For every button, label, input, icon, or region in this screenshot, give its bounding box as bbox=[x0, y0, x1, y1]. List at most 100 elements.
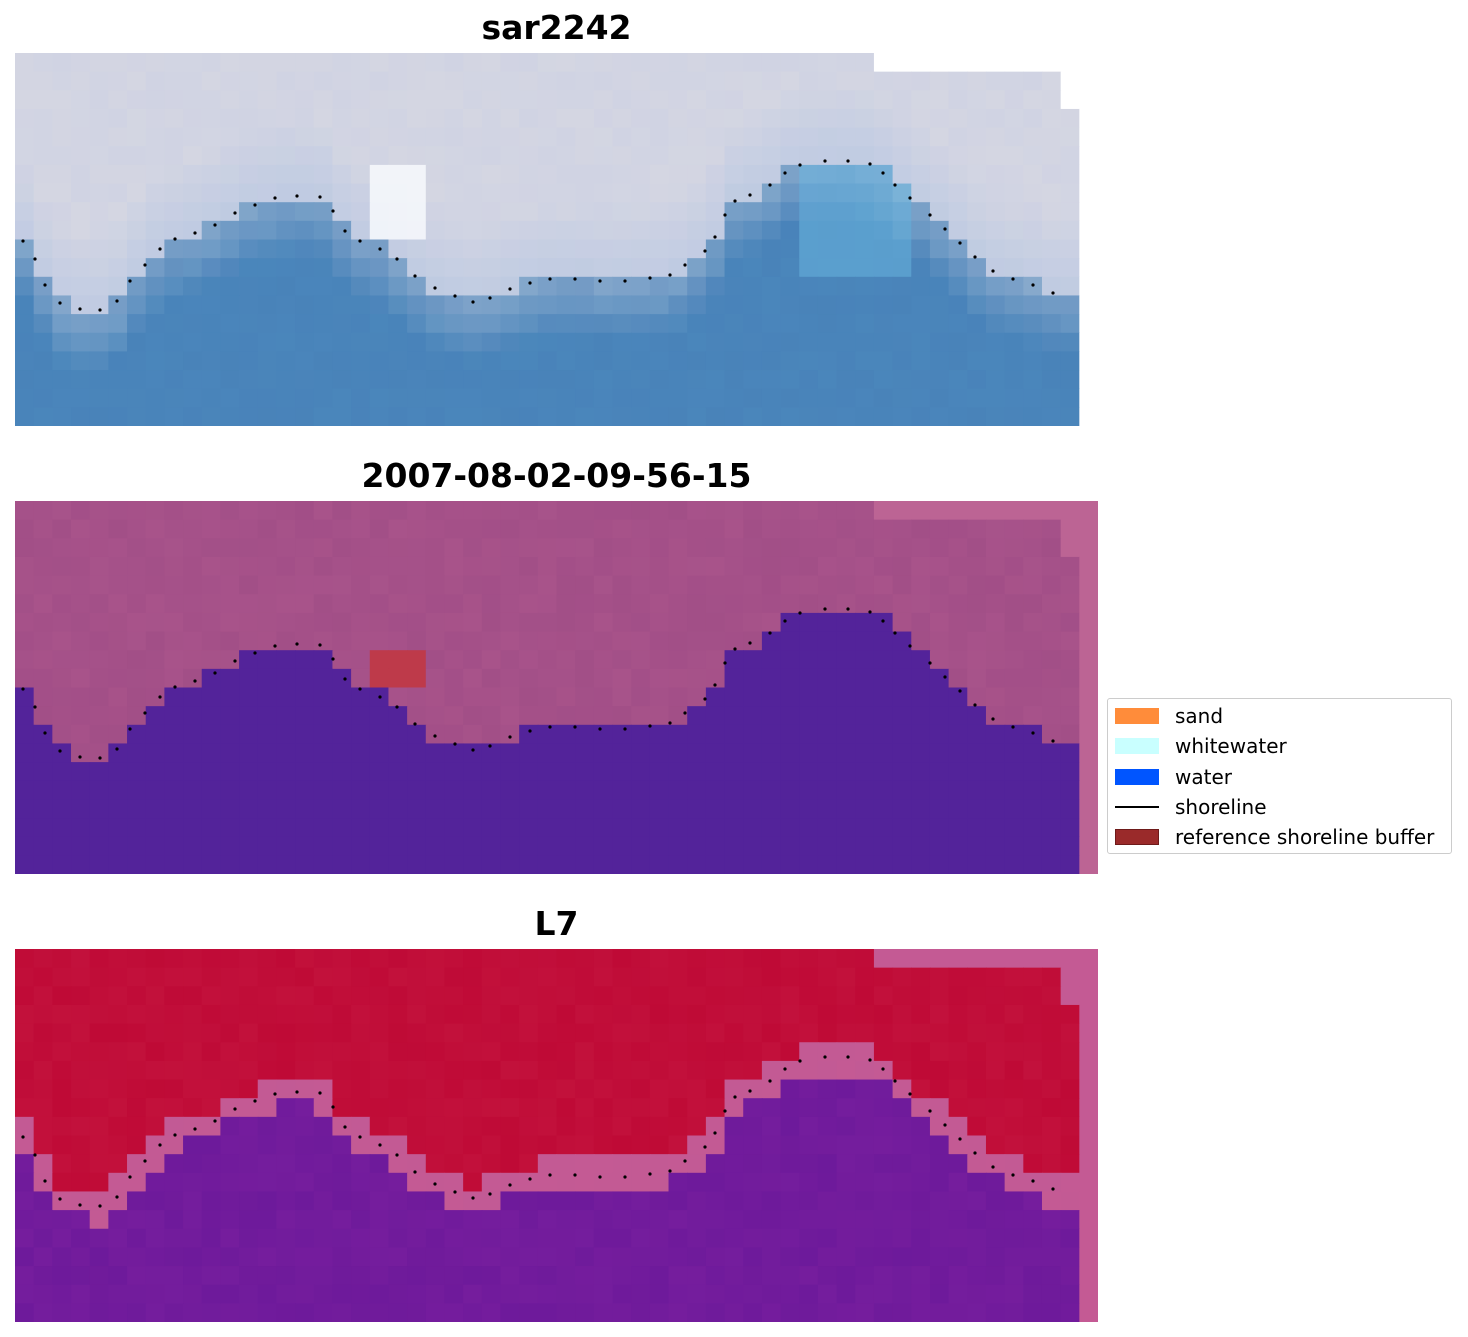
pixel bbox=[593, 53, 614, 73]
pixel bbox=[351, 538, 371, 558]
pixel bbox=[948, 594, 968, 614]
pixel bbox=[201, 1191, 221, 1211]
pixel bbox=[929, 706, 950, 726]
pixel bbox=[52, 949, 72, 969]
pixel bbox=[463, 1116, 483, 1137]
pixel bbox=[332, 1042, 352, 1062]
pixel bbox=[761, 538, 782, 558]
pixel bbox=[612, 594, 632, 614]
pixel bbox=[276, 146, 296, 166]
pixel bbox=[1023, 1303, 1043, 1322]
pixel bbox=[519, 1228, 539, 1248]
pixel bbox=[425, 1284, 446, 1304]
pixel bbox=[481, 53, 502, 73]
pixel bbox=[631, 799, 651, 819]
pixel bbox=[668, 202, 688, 222]
pixel bbox=[687, 1247, 707, 1267]
pixel bbox=[52, 314, 72, 334]
pixel bbox=[1079, 1303, 1098, 1322]
pixel bbox=[948, 314, 968, 334]
pixel bbox=[295, 1303, 315, 1322]
pixel bbox=[425, 631, 446, 651]
pixel bbox=[985, 538, 1006, 558]
pixel bbox=[164, 724, 184, 745]
pixel bbox=[1079, 295, 1098, 315]
pixel bbox=[407, 183, 427, 203]
pixel bbox=[388, 743, 408, 763]
pixel bbox=[649, 575, 670, 595]
pixel bbox=[52, 967, 72, 987]
pixel bbox=[948, 650, 968, 670]
pixel bbox=[724, 164, 744, 185]
pixel bbox=[836, 1266, 856, 1286]
pixel bbox=[724, 836, 744, 856]
pixel bbox=[855, 1210, 875, 1230]
pixel bbox=[71, 724, 91, 745]
pixel bbox=[500, 314, 520, 334]
pixel bbox=[220, 668, 240, 689]
pixel bbox=[780, 53, 800, 73]
pixel bbox=[1041, 1004, 1062, 1025]
pixel bbox=[780, 220, 800, 241]
pixel bbox=[799, 780, 819, 800]
pixel bbox=[351, 370, 371, 390]
pixel bbox=[201, 1023, 221, 1043]
pixel bbox=[948, 1060, 968, 1081]
pixel bbox=[1004, 612, 1024, 633]
pixel bbox=[220, 986, 240, 1006]
pixel bbox=[575, 687, 595, 707]
pixel bbox=[183, 1191, 203, 1211]
pixel bbox=[780, 1191, 800, 1211]
pixel bbox=[220, 1154, 240, 1174]
pixel bbox=[71, 1060, 91, 1081]
pixel bbox=[1060, 1154, 1080, 1174]
pixel bbox=[649, 612, 670, 633]
pixel bbox=[500, 668, 520, 689]
pixel bbox=[276, 706, 296, 726]
pixel bbox=[332, 332, 352, 352]
pixel bbox=[855, 258, 875, 278]
pixel bbox=[668, 780, 688, 800]
pixel bbox=[892, 836, 912, 856]
shoreline-point bbox=[668, 1169, 672, 1173]
pixel bbox=[239, 1247, 259, 1267]
pixel bbox=[612, 1228, 632, 1248]
pixel bbox=[593, 1303, 614, 1322]
pixel bbox=[127, 724, 147, 745]
pixel bbox=[183, 1023, 203, 1043]
pixel bbox=[295, 351, 315, 371]
pixel bbox=[257, 855, 278, 874]
pixel bbox=[33, 799, 53, 819]
pixel bbox=[593, 332, 614, 352]
pixel bbox=[1060, 724, 1080, 745]
pixel bbox=[145, 650, 165, 670]
pixel bbox=[1023, 986, 1043, 1006]
pixel bbox=[929, 183, 950, 203]
pixel bbox=[183, 1303, 203, 1322]
pixel bbox=[1041, 1266, 1062, 1286]
pixel bbox=[145, 949, 165, 969]
pixel bbox=[743, 388, 763, 408]
pixel bbox=[407, 594, 427, 614]
pixel bbox=[1060, 1135, 1080, 1155]
pixel bbox=[967, 332, 987, 352]
pixel bbox=[463, 501, 483, 521]
pixel bbox=[239, 501, 259, 521]
pixel bbox=[631, 519, 651, 539]
pixel bbox=[1060, 1060, 1080, 1081]
pixel bbox=[817, 90, 838, 110]
pixel bbox=[649, 258, 670, 278]
pixel bbox=[743, 967, 763, 987]
pixel bbox=[1060, 407, 1080, 426]
pixel bbox=[705, 407, 726, 426]
panel-index-image bbox=[15, 949, 1098, 1322]
pixel bbox=[1060, 239, 1080, 259]
pixel bbox=[612, 706, 632, 726]
shoreline-point bbox=[703, 1145, 707, 1149]
pixel bbox=[295, 612, 315, 633]
pixel bbox=[145, 1135, 165, 1155]
pixel bbox=[929, 1210, 950, 1230]
pixel bbox=[668, 71, 688, 91]
pixel bbox=[985, 501, 1006, 521]
pixel bbox=[724, 183, 744, 203]
